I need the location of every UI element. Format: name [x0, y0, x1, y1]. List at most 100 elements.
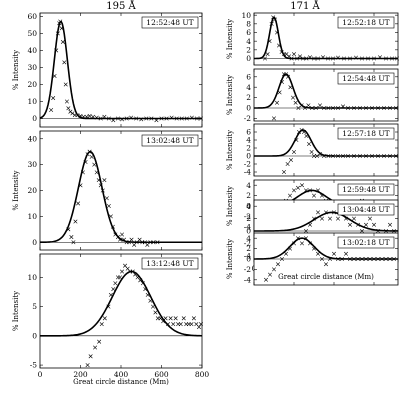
data-point: [290, 95, 296, 100]
data-point: [365, 56, 371, 61]
data-point: [279, 79, 285, 85]
data-point: [335, 216, 341, 221]
data-point: [355, 222, 361, 227]
y-tick-label: 0: [32, 238, 37, 247]
data-point: [363, 105, 369, 111]
data-point: [335, 105, 341, 111]
data-point: [140, 281, 145, 286]
data-point: [267, 39, 272, 44]
data-point: [331, 251, 337, 256]
data-point: [309, 149, 314, 155]
y-tick-label: 2: [246, 45, 251, 54]
time-label-box: [337, 72, 395, 85]
data-point: [52, 73, 57, 78]
y-tick-label: 0: [32, 114, 37, 123]
data-point: [311, 153, 317, 159]
data-point: [265, 52, 270, 57]
y-tick-label: -4: [244, 275, 252, 284]
time-label-box: [141, 257, 199, 270]
data-point: [70, 111, 75, 116]
data-point: [164, 116, 169, 121]
time-label-box: [141, 16, 199, 29]
data-point: [159, 116, 164, 121]
data-point: [315, 210, 321, 215]
data-point: [299, 241, 305, 246]
fit-curve: [254, 211, 399, 232]
data-point: [267, 272, 273, 277]
y-tick-label: 2: [246, 93, 251, 102]
data-point: [115, 235, 120, 240]
data-point: [108, 214, 113, 219]
data-point: [120, 232, 125, 237]
data-point: [304, 133, 309, 139]
data-point: [94, 170, 99, 175]
data-point: [134, 116, 139, 121]
data-point: [117, 275, 122, 280]
data-point: [375, 153, 381, 159]
y-tick-label: 4: [246, 83, 251, 92]
data-point: [194, 116, 199, 121]
y-tick-label: 4: [246, 181, 251, 190]
data-point: [307, 188, 313, 193]
data-point: [104, 196, 109, 201]
y-tick-label: -2: [244, 239, 252, 248]
data-point: [353, 55, 359, 60]
data-point: [299, 183, 305, 188]
data-point: [323, 210, 329, 215]
data-point: [89, 154, 94, 159]
panel-1-1: -20 24 6 12:54:48 UT % Intensity: [226, 68, 399, 123]
data-point: [375, 228, 381, 234]
y-tick-label: 40: [27, 134, 37, 143]
data-point: [319, 216, 325, 221]
data-point: [178, 322, 183, 327]
data-point: [367, 216, 373, 221]
data-point: [315, 188, 321, 193]
data-point: [309, 105, 315, 111]
y-tick-label: 2: [246, 244, 251, 253]
data-point: [60, 39, 65, 44]
time-label-box: [141, 134, 199, 147]
y-tick-label: -4: [244, 168, 252, 177]
data-point: [91, 114, 96, 119]
data-point: [96, 178, 101, 183]
time-label-box: [337, 16, 395, 29]
data-point: [81, 114, 86, 119]
data-point: [345, 153, 351, 159]
y-tick-label: 60: [27, 12, 37, 21]
fit-curve: [39, 20, 202, 120]
data-point: [125, 266, 130, 271]
data-point: [115, 275, 120, 280]
data-point: [387, 256, 393, 262]
y-tick-label: -4: [244, 222, 252, 231]
data-point: [283, 251, 289, 256]
data-point: [319, 193, 325, 198]
y-tick-label: 30: [27, 63, 37, 72]
data-point: [88, 354, 93, 359]
y-tick-label: 4: [246, 202, 251, 211]
data-point: [151, 240, 156, 245]
data-point: [307, 241, 313, 246]
data-point: [148, 240, 153, 245]
data-point: [295, 185, 301, 190]
data-point: [98, 116, 103, 121]
data-point: [108, 292, 113, 297]
data-point: [98, 183, 103, 188]
data-point: [295, 236, 301, 241]
data-point: [347, 256, 353, 262]
ylabel: % Intensity: [12, 170, 20, 210]
data-point: [75, 113, 80, 118]
fit-curve: [40, 150, 202, 244]
y-tick-label: 10: [241, 11, 251, 20]
data-point: [276, 43, 282, 48]
data-point: [294, 137, 299, 143]
data-point: [279, 256, 285, 262]
data-point: [113, 281, 118, 286]
data-point: [367, 256, 373, 262]
panel-frame: [253, 68, 399, 122]
y-tick-label: 10: [27, 97, 37, 106]
data-point: [299, 103, 304, 108]
data-point: [339, 256, 345, 262]
data-point: [69, 235, 74, 240]
